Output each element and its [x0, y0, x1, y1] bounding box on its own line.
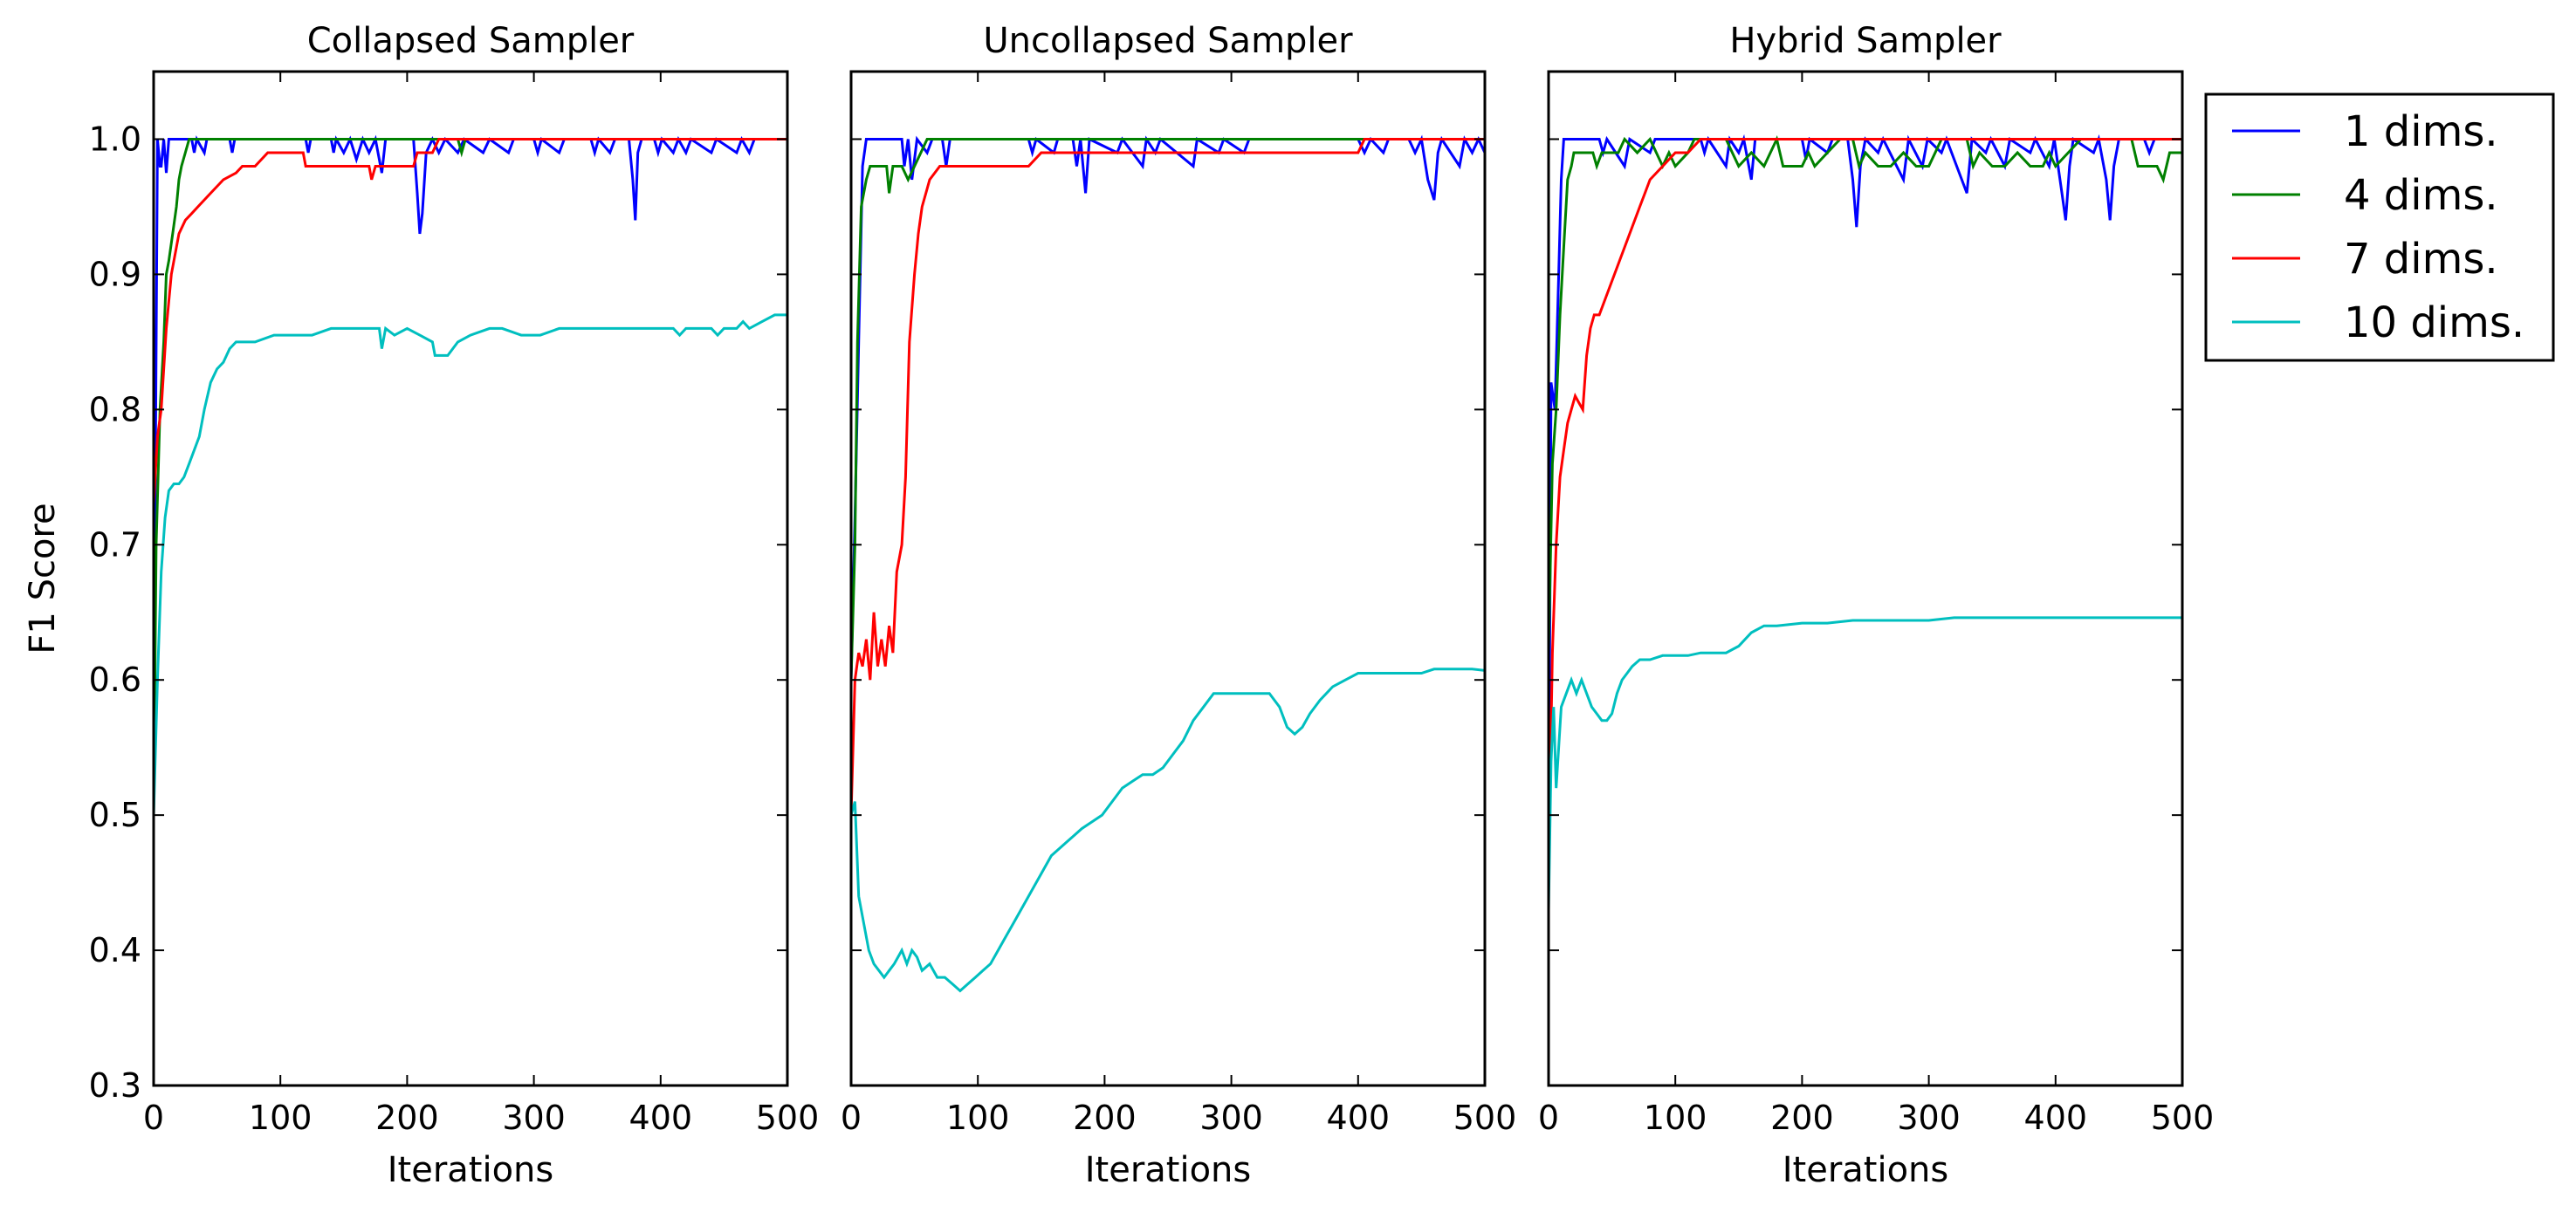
- x-tick-label: 0: [143, 1099, 164, 1137]
- plot-frame: [152, 70, 789, 1087]
- x-axis-label: Iterations: [1085, 1150, 1252, 1190]
- x-tick-label: 300: [1199, 1099, 1263, 1137]
- x-tick-label: 0: [841, 1099, 862, 1137]
- x-axis-label: Iterations: [388, 1150, 554, 1190]
- legend-label-1-dims: 1 dims.: [2344, 107, 2498, 156]
- series-line-4-dims: [1549, 134, 2182, 654]
- x-tick-label: 300: [502, 1099, 566, 1137]
- series-group: [1549, 134, 2182, 910]
- y-tick-label: 0.9: [89, 255, 141, 293]
- series-line-1-dims: [1549, 134, 2182, 870]
- y-tick-label: 0.6: [89, 661, 141, 699]
- panel-collapsed-sampler: 0 100 200 300 400 500 0.3 0.4 0.5 0.6 0.7 0.8 0.9 1.0…: [23, 21, 819, 1190]
- series-group: [851, 134, 1485, 993]
- legend: 1 dims. 4 dims. 7 dims. 10 dims.: [2204, 92, 2555, 362]
- y-tick-label: 0.3: [89, 1066, 141, 1105]
- series-line-7-dims: [1549, 138, 2182, 870]
- legend-label-7-dims: 7 dims.: [2344, 235, 2498, 284]
- series-line-4-dims: [851, 138, 1485, 681]
- x-tick-label: 500: [2151, 1099, 2215, 1137]
- x-tick-label: 400: [1327, 1099, 1391, 1137]
- y-tick-label: 0.7: [89, 525, 141, 564]
- series-line-10-dims: [154, 313, 787, 816]
- legend-entry-7-dims: 7 dims.: [2232, 235, 2498, 284]
- series-line-7-dims: [154, 138, 787, 504]
- series-line-10-dims: [1549, 616, 2182, 910]
- legend-label-4-dims: 4 dims.: [2344, 171, 2498, 220]
- y-tick-label: 0.5: [89, 796, 141, 834]
- y-axis-label: F1 Score: [23, 503, 63, 654]
- plot-frame: [849, 70, 1487, 1087]
- x-tick-label: 0: [1538, 1099, 1559, 1137]
- y-tick-label: 0.8: [89, 390, 141, 428]
- y-tick-label: 1.0: [89, 120, 141, 158]
- legend-label-10-dims: 10 dims.: [2344, 298, 2524, 347]
- series-line-4-dims: [154, 138, 787, 816]
- x-tick-label: 500: [1453, 1099, 1517, 1137]
- series-line-7-dims: [851, 138, 1485, 816]
- series-line-10-dims: [851, 668, 1485, 993]
- x-tick-label: 100: [1644, 1099, 1707, 1137]
- x-tick-label: 200: [1770, 1099, 1834, 1137]
- x-tick-label: 300: [1897, 1099, 1961, 1137]
- chart-panels: 0 100 200 300 400 500 0.3 0.4 0.5 0.6 0.7 0.8 0.9 1.0…: [23, 21, 2214, 1190]
- x-tick-label: 100: [249, 1099, 313, 1137]
- x-tick-label: 100: [946, 1099, 1010, 1137]
- panel-uncollapsed-sampler: 0 100 200 300 400 500 Uncollapsed Sampler Itera…: [841, 21, 1516, 1190]
- chart-title: Collapsed Sampler: [307, 21, 635, 61]
- legend-entry-10-dims: 10 dims.: [2232, 298, 2524, 347]
- chart-title: Uncollapsed Sampler: [983, 21, 1353, 61]
- x-tick-label: 400: [629, 1099, 693, 1137]
- panel-hybrid-sampler: 0 100 200 300 400 500 Hybrid Sampler Iterations: [1538, 21, 2214, 1190]
- series-group: [154, 134, 787, 816]
- chart-title: Hybrid Sampler: [1729, 21, 2002, 61]
- legend-frame: [2204, 92, 2555, 362]
- x-tick-label: 200: [375, 1099, 439, 1137]
- x-tick-label: 400: [2024, 1099, 2088, 1137]
- plot-frame: [1547, 70, 2184, 1087]
- x-tick-label: 500: [756, 1099, 820, 1137]
- x-axis-label: Iterations: [1783, 1150, 1949, 1190]
- legend-entry-1-dims: 1 dims.: [2232, 107, 2498, 156]
- legend-entry-4-dims: 4 dims.: [2232, 171, 2498, 220]
- x-tick-label: 200: [1073, 1099, 1137, 1137]
- y-tick-label: 0.4: [89, 931, 141, 969]
